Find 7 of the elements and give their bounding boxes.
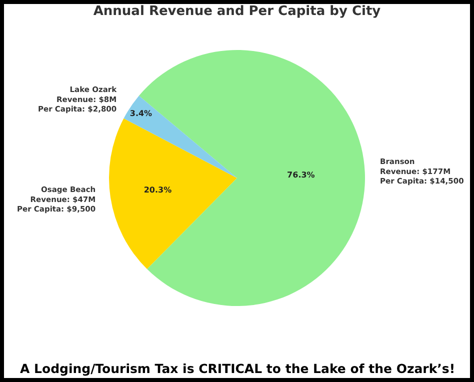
data-label: 76.3%: [287, 170, 315, 180]
chart-title: Annual Revenue and Per Capita by City: [93, 4, 382, 20]
pie-slice: [109, 118, 237, 270]
data-label: 3.4%: [130, 109, 152, 118]
pie-slice: [124, 96, 237, 178]
data-label: 20.3%: [144, 186, 172, 195]
text: A Lodging/Tourism Tax is CRITICAL to the Lake of the Ozark’s!: [20, 361, 456, 376]
